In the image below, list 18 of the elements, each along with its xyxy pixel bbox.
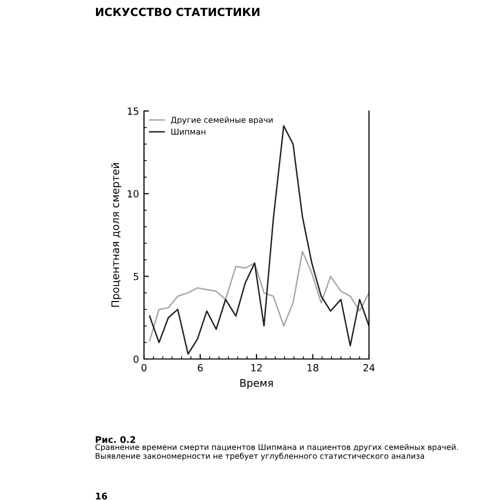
legend-label: Другие семейные врачи <box>170 116 273 124</box>
text: ИСКУССТВО СТАТИСТИКИ <box>96 8 260 16</box>
x-tick-label: 18 <box>308 364 318 372</box>
y-tick-label: 10 <box>128 190 138 198</box>
y-tick-label: 15 <box>128 108 138 115</box>
y-tick-label: 5 <box>134 272 138 280</box>
text: Рис. 0.2 <box>96 436 136 443</box>
x-tick-label: 0 <box>142 364 146 372</box>
x-tick-label: 24 <box>364 364 375 372</box>
x-axis-title: Время <box>240 379 273 389</box>
x-tick-label: 6 <box>198 364 203 372</box>
line-series <box>148 250 369 342</box>
x-tick-label: 12 <box>251 364 262 372</box>
line-series <box>148 125 369 355</box>
y-tick-label: 0 <box>134 355 138 363</box>
text: 16 <box>96 492 108 500</box>
legend-label: Шипман <box>171 128 206 135</box>
y-axis-title: Процентная доля смертей <box>111 163 122 307</box>
